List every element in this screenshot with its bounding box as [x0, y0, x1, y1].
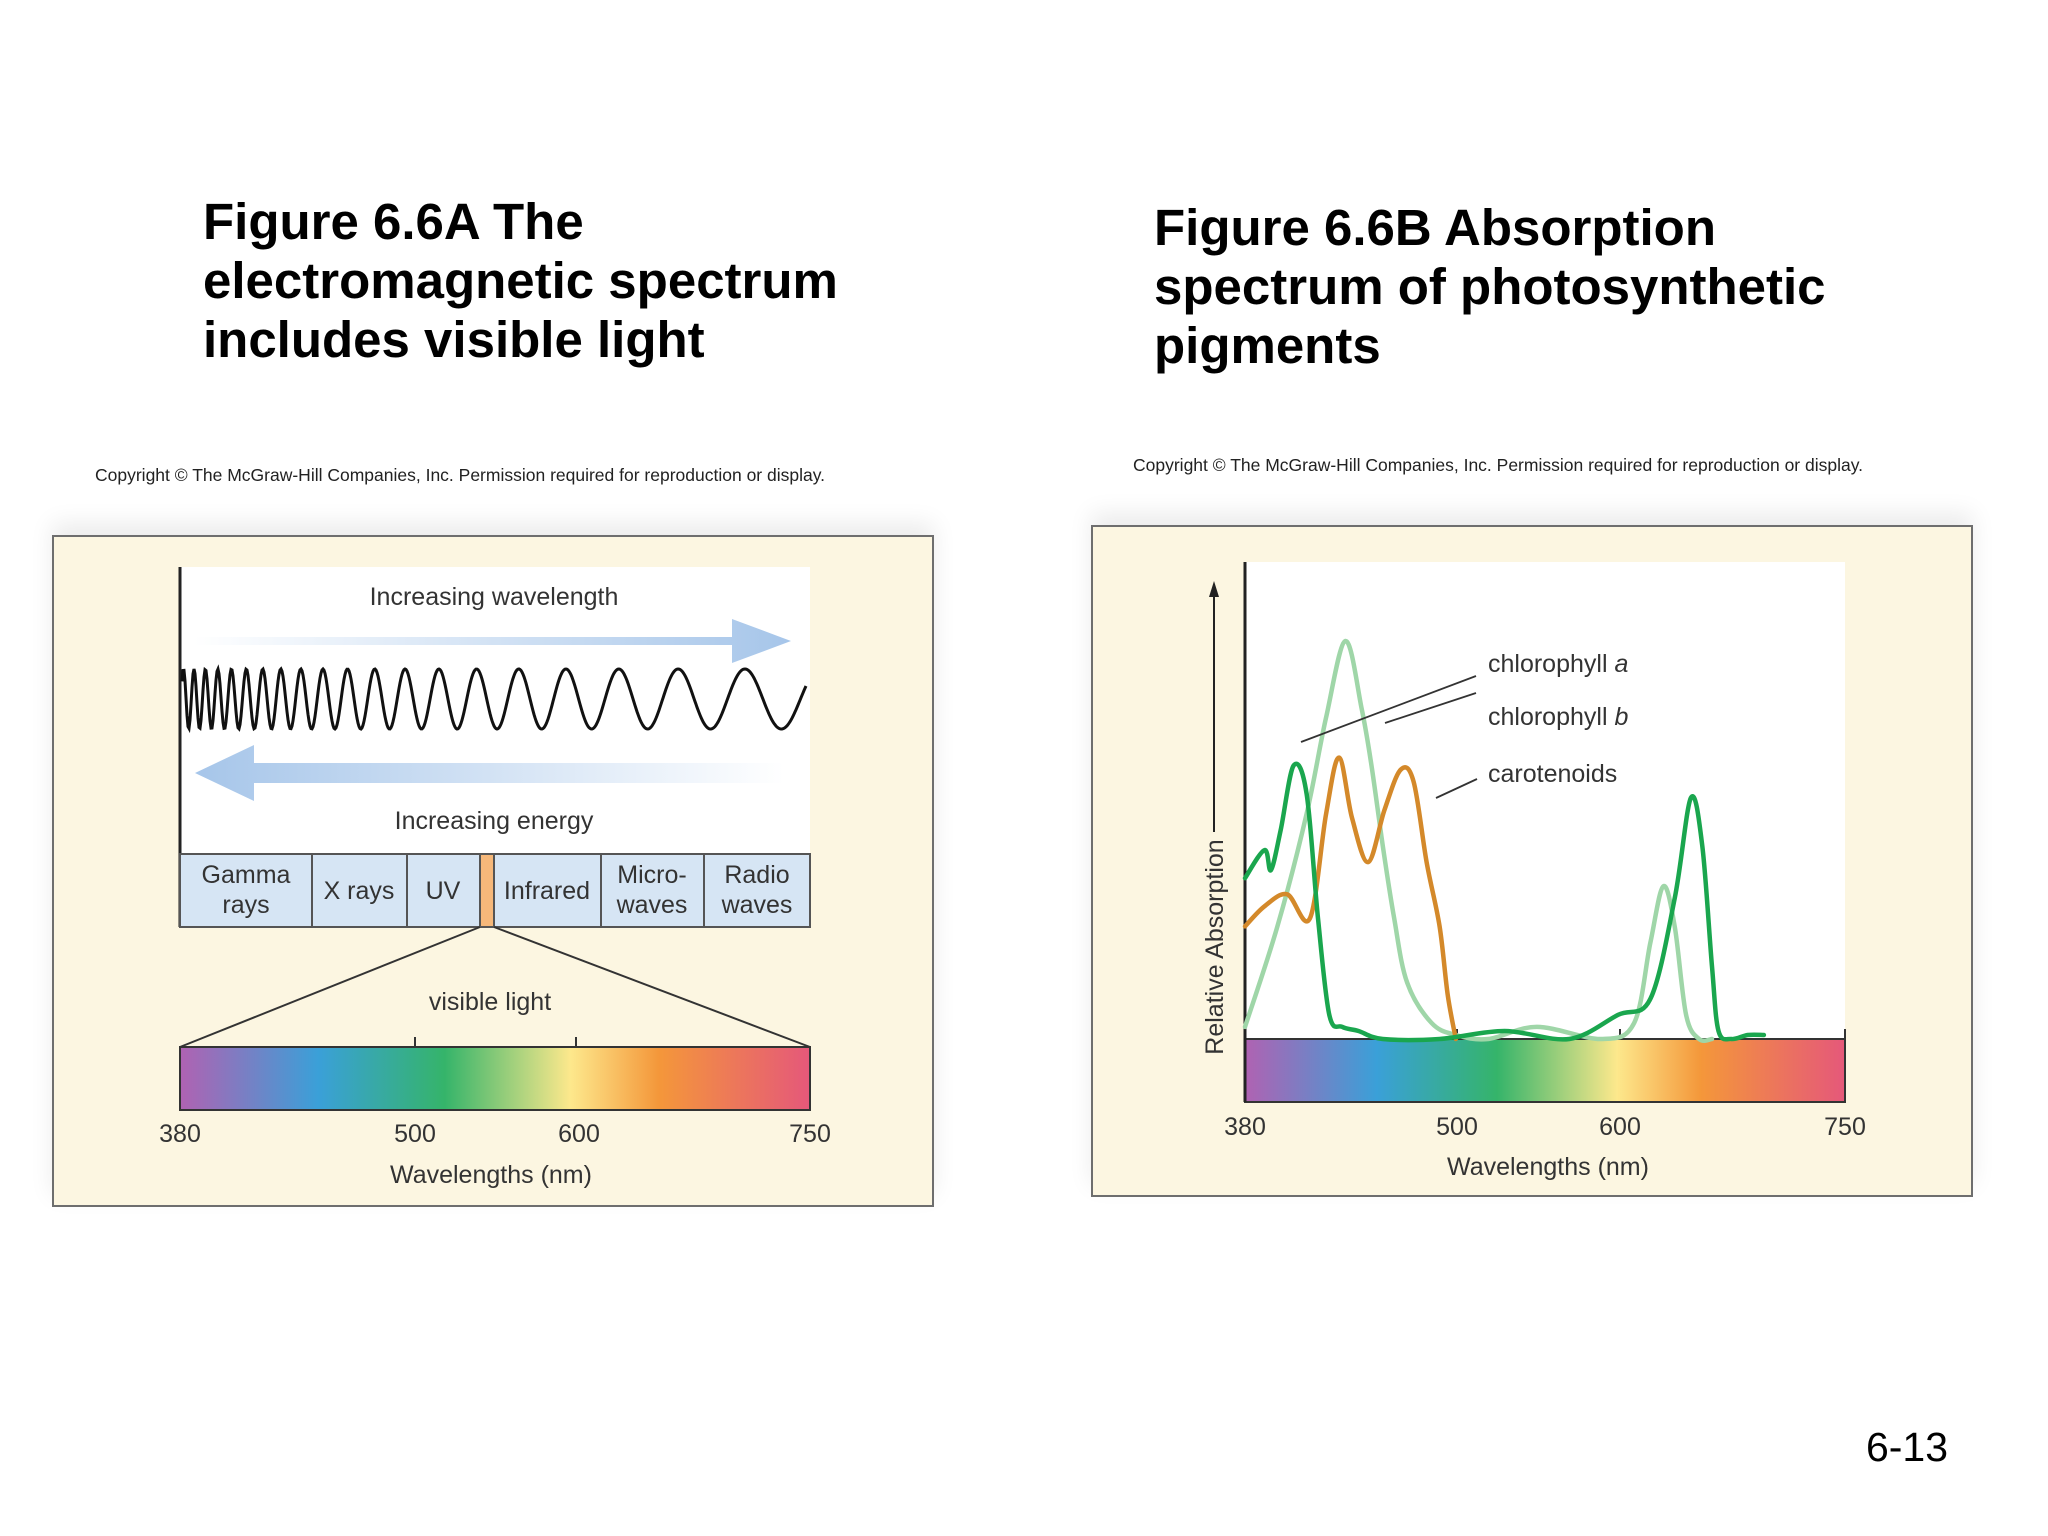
figure-b-copyright: Copyright © The McGraw-Hill Companies, I…	[1133, 455, 1864, 475]
band-label: rays	[222, 891, 269, 919]
figure-b-title-line: spectrum of photosynthetic	[1154, 258, 1826, 315]
axis-tick-label: 750	[1824, 1113, 1866, 1141]
axis-tick-label: 500	[1436, 1113, 1478, 1141]
x-axis-label: Wavelengths (nm)	[390, 1161, 592, 1189]
absorption-chart: Relative Absorption chlorophyll a chloro…	[1201, 562, 1866, 1181]
energy-arrow	[195, 745, 784, 801]
axis-tick-label: 750	[789, 1120, 831, 1148]
figure-a-title-line: Figure 6.6A The	[203, 193, 584, 250]
band-uv	[406, 853, 481, 928]
plot-area	[1245, 562, 1845, 1039]
em-wave	[180, 664, 808, 734]
figure-a-title: Figure 6.6A The electromagnetic spectrum…	[203, 192, 838, 369]
legend-leader-chlorophyll-b	[1384, 692, 1477, 724]
visible-light-label: visible light	[429, 988, 551, 1016]
spectrum-axis-bar	[1244, 1038, 1846, 1103]
zoom-line-right	[493, 926, 811, 1048]
y-axis-label: Relative Absorption	[1201, 839, 1229, 1054]
legend-base-text: chlorophyll	[1488, 703, 1614, 731]
band-label: waves	[721, 891, 793, 919]
em-spectrum-diagram: Increasing wavelength Increasing energy …	[159, 567, 831, 1189]
axis-tick-label: 600	[1599, 1113, 1641, 1141]
visible-spectrum-bar	[179, 1046, 811, 1111]
figure-b-panel: Relative Absorption chlorophyll a chloro…	[1091, 525, 1973, 1197]
axis-tick-label: 380	[1224, 1113, 1266, 1141]
figure-a-panel: Increasing wavelength Increasing energy …	[52, 535, 934, 1207]
legend-italic-text: b	[1614, 703, 1628, 731]
legend-base-text: chlorophyll	[1488, 650, 1614, 678]
axis-tick-label: 500	[394, 1120, 436, 1148]
axis-tick-label: 380	[159, 1120, 201, 1148]
series-line-carotenoids	[1242, 755, 1459, 1042]
series-line-chlorophyll-b	[1242, 638, 1715, 1044]
band-label: Micro-	[617, 861, 686, 889]
band-microwaves	[600, 853, 705, 928]
band-label: Radio	[724, 861, 789, 889]
figure-b-title: Figure 6.6B Absorption spectrum of photo…	[1154, 198, 1826, 375]
band-gamma-rays	[179, 853, 313, 928]
figure-b-title-line: pigments	[1154, 317, 1381, 374]
legend-chlorophyll-b: chlorophyll b	[1488, 703, 1628, 731]
axis-tick-label: 600	[558, 1120, 600, 1148]
figure-a-copyright: Copyright © The McGraw-Hill Companies, I…	[95, 465, 826, 485]
legend-leader-chlorophyll-a	[1300, 675, 1477, 743]
x-axis-label: Wavelengths (nm)	[1447, 1153, 1649, 1181]
band-label: UV	[426, 877, 461, 905]
absorption-curves	[1242, 638, 1767, 1044]
band-visible	[479, 853, 495, 928]
legend-chlorophyll-a: chlorophyll a	[1488, 650, 1628, 678]
series-line-chlorophyll-a	[1242, 761, 1767, 1043]
legend-base-text: carotenoids	[1488, 760, 1617, 788]
legend-carotenoids: carotenoids	[1488, 760, 1617, 788]
energy-arrow-label: Increasing energy	[395, 807, 594, 835]
band-radio-waves	[703, 853, 811, 928]
band-label: Infrared	[504, 877, 590, 905]
wavelength-arrow-label: Increasing wavelength	[370, 583, 619, 611]
band-label: waves	[616, 891, 688, 919]
zoom-line-left	[179, 926, 481, 1048]
band-infrared	[493, 853, 602, 928]
slide-number: 6-13	[1865, 1424, 1948, 1470]
figure-a-title-line: electromagnetic spectrum	[203, 252, 838, 309]
wavelength-arrow	[194, 619, 791, 663]
figure-b-title-line: Figure 6.6B Absorption	[1154, 199, 1716, 256]
figure-a-title-line: includes visible light	[203, 311, 705, 368]
band-label: Gamma	[202, 861, 291, 889]
band-label: X rays	[324, 877, 395, 905]
y-axis-arrow-head	[1209, 581, 1219, 597]
legend-italic-text: a	[1614, 650, 1628, 678]
legend-leader-carotenoids	[1435, 778, 1478, 799]
